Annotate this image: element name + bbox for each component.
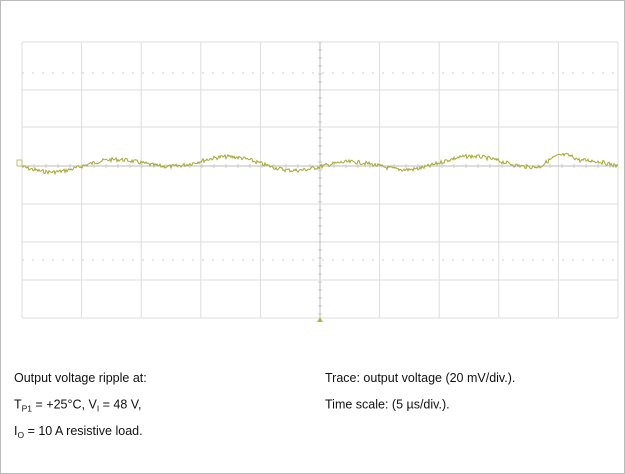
caption-text: Time scale: (5 µs/div.). (325, 398, 450, 412)
caption-text: Output voltage ripple at: (14, 371, 147, 385)
caption-line: Output voltage ripple at: (14, 371, 147, 385)
figure: Output voltage ripple at: TP1 = +25°C, VI… (0, 0, 625, 474)
caption-line: Time scale: (5 µs/div.). (325, 398, 450, 412)
page: Output voltage ripple at: TP1 = +25°C, VI… (0, 0, 625, 474)
caption-text: = +25°C, V (32, 398, 97, 412)
caption-text: = 10 A resistive load. (24, 424, 142, 438)
caption-text: = 48 V, (99, 398, 141, 412)
caption-text: Trace: output voltage (20 mV/div.). (325, 371, 515, 385)
caption-line: Trace: output voltage (20 mV/div.). (325, 371, 515, 385)
caption-text: P1 (22, 404, 33, 414)
caption-line: TP1 = +25°C, VI = 48 V, (14, 398, 141, 414)
caption-line: IO = 10 A resistive load. (14, 424, 143, 440)
